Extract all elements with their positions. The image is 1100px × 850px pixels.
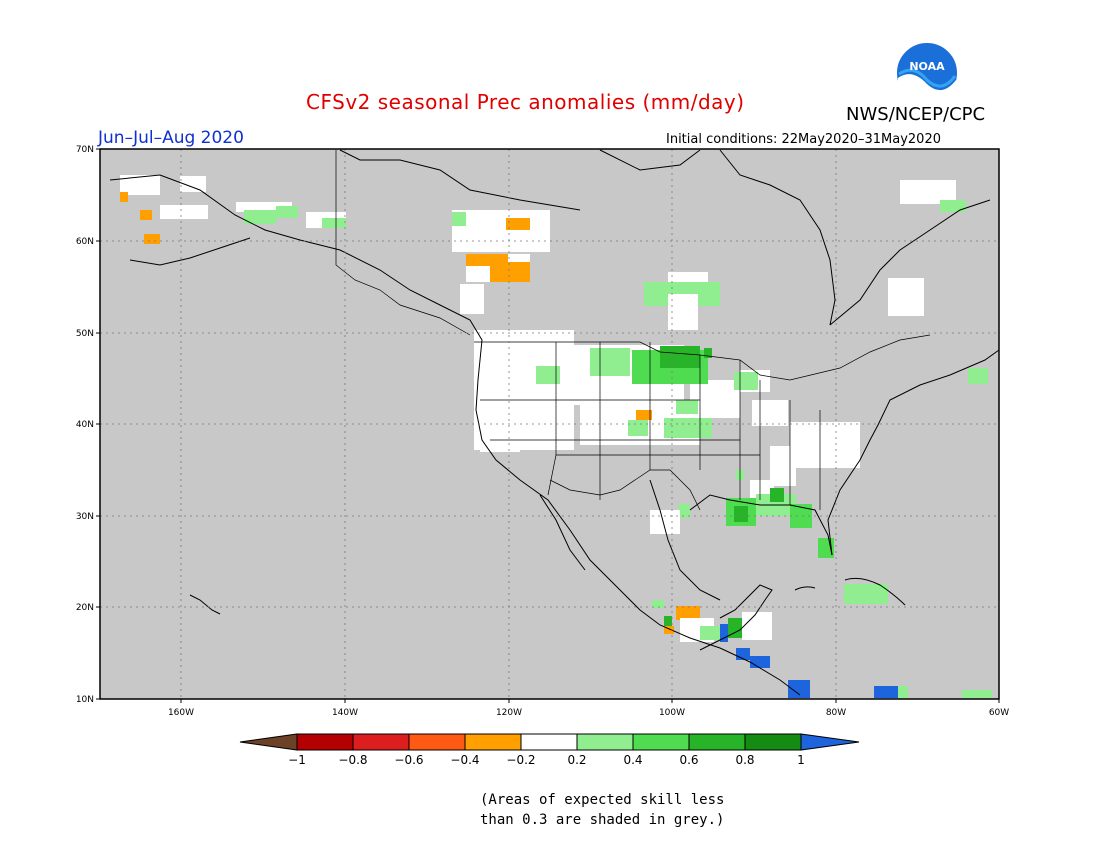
- borders: [335, 150, 931, 511]
- lat-label: 20N: [76, 603, 94, 613]
- legend-swatch: [576, 733, 634, 751]
- lon-label: 100W: [659, 708, 685, 718]
- legend-tick-label: 0.6: [679, 753, 698, 767]
- legend-swatch: [352, 733, 410, 751]
- agency-label: NWS/NCEP/CPC: [846, 104, 986, 125]
- lon-label: 120W: [496, 708, 522, 718]
- legend-swatch: [744, 733, 802, 751]
- legend-tick-label: −0.8: [338, 753, 367, 767]
- legend-swatch-high: [800, 733, 860, 751]
- lat-labels: 70N 60N 50N 40N 30N 20N 10N: [76, 145, 94, 705]
- legend-swatch: [464, 733, 522, 751]
- legend-swatch: [408, 733, 466, 751]
- legend-tick-label: 1: [797, 753, 805, 767]
- legend-swatch: [688, 733, 746, 751]
- skill-note-line1: (Areas of expected skill less: [480, 792, 725, 808]
- lat-label: 40N: [76, 420, 94, 430]
- legend-tick-label: −1: [288, 753, 306, 767]
- lon-label: 160W: [168, 708, 194, 718]
- legend-swatch-low: [239, 733, 298, 751]
- forecast-period: Jun–Jul–Aug 2020: [98, 128, 244, 148]
- chart-title: CFSv2 seasonal Prec anomalies (mm/day): [306, 90, 745, 114]
- lat-label: 50N: [76, 329, 94, 339]
- legend-tick-label: 0.2: [567, 753, 586, 767]
- graticule: [100, 149, 999, 699]
- lon-labels: 160W 140W 120W 100W 80W 60W: [168, 708, 1009, 718]
- logo-text: NOAA: [909, 60, 945, 73]
- lat-label: 60N: [76, 237, 94, 247]
- lon-label: 60W: [989, 708, 1009, 718]
- skill-note-line2: than 0.3 are shaded in grey.): [480, 812, 725, 828]
- legend-tick-label: −0.2: [506, 753, 535, 767]
- legend-tick-label: −0.4: [450, 753, 479, 767]
- color-legend: −1 −0.8 −0.6 −0.4 −0.2 0.2 0.4 0.6 0.8 1: [239, 733, 860, 767]
- legend-tick-label: −0.6: [394, 753, 423, 767]
- legend-tick-label: 0.8: [735, 753, 754, 767]
- lat-label: 30N: [76, 512, 94, 522]
- lat-label: 70N: [76, 145, 94, 155]
- legend-tick-label: 0.4: [623, 753, 642, 767]
- axis-ticks: [96, 148, 1000, 703]
- lon-label: 80W: [826, 708, 846, 718]
- coastlines: [109, 149, 1000, 696]
- legend-swatch: [296, 733, 354, 751]
- initial-conditions: Initial conditions: 22May2020–31May2020: [666, 132, 941, 147]
- legend-swatch: [632, 733, 690, 751]
- lon-label: 140W: [332, 708, 358, 718]
- noaa-logo: NOAA: [894, 40, 960, 110]
- legend-swatch: [520, 733, 578, 751]
- lat-label: 10N: [76, 695, 94, 705]
